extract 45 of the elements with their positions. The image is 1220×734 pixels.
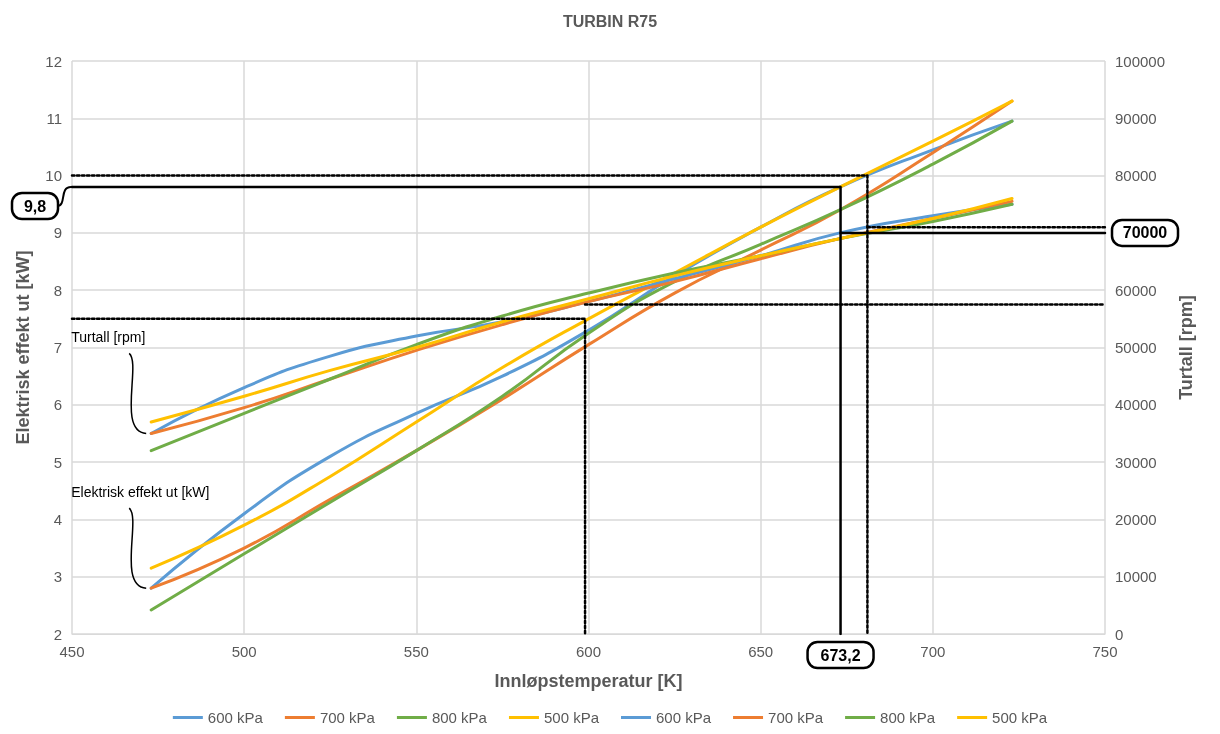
x-tick-label: 600 — [575, 643, 602, 660]
y2-tick-label: 10000 — [1115, 568, 1157, 586]
y2-tick-label: 40000 — [1115, 396, 1157, 414]
y-tick-label: 2 — [53, 625, 62, 643]
y-tick-label: 4 — [53, 510, 62, 528]
y-tick-label: 12 — [45, 52, 62, 70]
y2-tick-label: 0 — [1115, 625, 1124, 643]
y2-tick-label: 20000 — [1115, 510, 1157, 528]
x-tick-label: 550 — [403, 643, 429, 660]
annotation: Elektrisk effekt ut [kW] — [71, 484, 210, 501]
y-tick-label: 11 — [46, 109, 62, 127]
x-tick-label: 450 — [59, 643, 85, 660]
x-tick-label: 750 — [1092, 643, 1118, 660]
y-tick-label: 6 — [53, 396, 62, 414]
y-axis-title: Elektrisk effekt ut [kW] — [13, 250, 33, 445]
annotation: 673,2 — [820, 646, 861, 664]
y2-axis-title: Turtall [rpm] — [1176, 295, 1196, 400]
y-tick-label: 3 — [53, 568, 62, 586]
y2-tick-label: 100000 — [1115, 52, 1166, 70]
annotation: 9,8 — [23, 197, 47, 215]
y-tick-label: 5 — [53, 453, 62, 471]
x-axis-title: Innløpstemperatur [K] — [494, 671, 683, 691]
legend-label: 500 kPa — [992, 709, 1048, 726]
annotation: 70000 — [1122, 224, 1168, 242]
y2-tick-label: 30000 — [1115, 453, 1157, 471]
y2-tick-label: 50000 — [1115, 339, 1157, 356]
legend-label: 700 kPa — [768, 709, 824, 726]
y-tick-label: 10 — [45, 167, 62, 185]
y-tick-label: 8 — [53, 281, 62, 299]
y2-tick-label: 60000 — [1115, 281, 1157, 299]
x-tick-label: 500 — [231, 643, 257, 660]
legend-label: 600 kPa — [656, 709, 712, 726]
legend-label: 700 kPa — [319, 709, 376, 726]
legend-label: 800 kPa — [880, 709, 936, 726]
x-tick-label: 700 — [920, 643, 946, 660]
x-tick-label: 650 — [748, 643, 774, 660]
y2-tick-label: 80000 — [1115, 167, 1157, 185]
y2-tick-label: 90000 — [1115, 109, 1157, 127]
legend-label: 500 kPa — [543, 709, 600, 726]
chart-title: TURBIN R75 — [562, 12, 658, 30]
legend-label: 800 kPa — [431, 709, 488, 726]
y-tick-label: 9 — [53, 224, 62, 242]
legend-label: 600 kPa — [207, 709, 264, 726]
y-tick-label: 7 — [53, 339, 62, 356]
annotation: Turtall [rpm] — [71, 329, 146, 346]
